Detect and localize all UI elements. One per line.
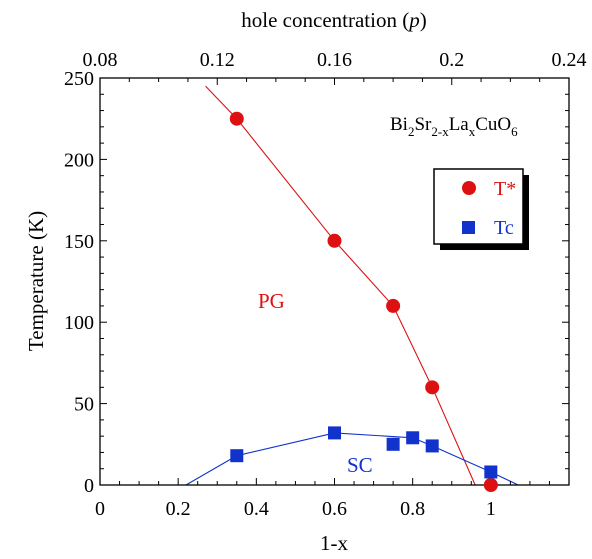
y-tick-label: 150	[64, 231, 94, 253]
tstar-point	[425, 380, 440, 395]
legend-tc-label: Tc	[494, 217, 514, 239]
y-tick-label: 50	[74, 394, 94, 416]
legend: T* Tc	[433, 168, 529, 250]
tstar-fit-line	[205, 85, 476, 486]
y-tick-label: 200	[64, 149, 94, 171]
tc-point	[425, 439, 439, 453]
plot-frame	[99, 77, 570, 486]
x-tick-label: 0	[95, 498, 105, 520]
x-tick-label: 0.6	[322, 498, 347, 520]
y-axis-title: Temperature (K)	[24, 211, 48, 351]
top-tick-label: 0.16	[317, 49, 352, 71]
x-tick-label: 0.2	[166, 498, 191, 520]
y-tick-label: 100	[64, 312, 94, 334]
x-tick-label: 1	[486, 498, 496, 520]
y-tick-label: 250	[64, 68, 94, 90]
legend-tstar-marker	[462, 181, 476, 195]
tc-point	[386, 437, 400, 451]
tc-point	[328, 426, 341, 440]
tc-point	[484, 465, 498, 479]
top-tick-label: 0.24	[552, 49, 587, 71]
tstar-point	[483, 478, 498, 492]
legend-box	[433, 168, 524, 245]
sc-region-label: SC	[347, 453, 373, 477]
tstar-point	[229, 111, 244, 126]
legend-tc-marker	[462, 221, 475, 234]
top-tick-label: 0.08	[83, 49, 118, 71]
y-tick-label: 0	[84, 475, 94, 497]
top-tick-label: 0.2	[439, 49, 464, 71]
data-markers	[229, 111, 498, 492]
tc-point	[406, 431, 420, 445]
tc-point	[230, 449, 244, 463]
x-tick-label: 0.4	[244, 498, 269, 520]
legend-tstar-label: T*	[494, 178, 516, 200]
x-tick-label: 0.8	[400, 498, 425, 520]
compound-formula: Bi2Sr2-xLaxCuO6	[390, 114, 518, 139]
pg-region-label: PG	[258, 289, 285, 313]
x-axis-title: 1-x	[320, 531, 348, 555]
tstar-point	[386, 298, 401, 313]
tstar-point	[327, 233, 342, 248]
axis-ticks: 0 0.2 0.4 0.6 0.8 1 0.08 0.12 0.16 0.2 0.24 0 50 100 1…	[64, 49, 587, 520]
top-tick-label: 0.12	[200, 49, 235, 71]
fit-lines	[185, 85, 519, 486]
top-axis-title: hole concentration (p)	[241, 8, 426, 32]
